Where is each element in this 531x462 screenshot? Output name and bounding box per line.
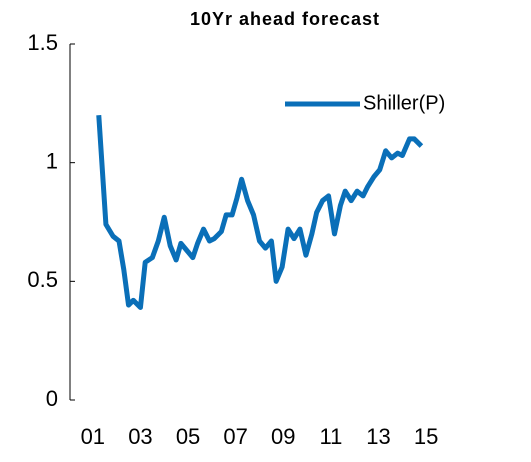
legend-label: Shiller(P) <box>363 92 445 114</box>
line <box>96 115 424 310</box>
x-tick-label: 05 <box>176 424 200 449</box>
y-tick-label: 1 <box>46 148 58 173</box>
x-tick-label: 13 <box>366 424 390 449</box>
x-tick-label: 01 <box>81 424 105 449</box>
x-tick-label: 15 <box>414 424 438 449</box>
x-tick-label: 03 <box>128 424 152 449</box>
y-tick-label: 1.5 <box>27 30 58 55</box>
x-tick-label: 07 <box>223 424 247 449</box>
x-tick-label: 11 <box>320 424 343 449</box>
y-tick-label: 0 <box>46 386 58 411</box>
y-tick-label: 0.5 <box>27 267 58 292</box>
x-tick-label: 09 <box>271 424 295 449</box>
chart-title: 10Yr ahead forecast <box>190 9 380 29</box>
